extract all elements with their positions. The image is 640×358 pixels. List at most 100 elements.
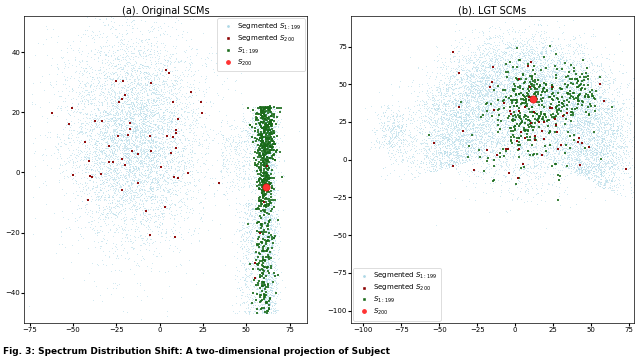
Point bbox=[510, 88, 520, 93]
Point bbox=[266, 167, 276, 173]
Point bbox=[88, 57, 99, 62]
Point bbox=[251, 125, 261, 131]
Point bbox=[593, 76, 603, 81]
Point bbox=[138, 163, 148, 169]
Point bbox=[83, 101, 93, 107]
Point bbox=[614, 167, 624, 173]
Point bbox=[137, 83, 147, 89]
Point bbox=[166, 138, 176, 144]
Point bbox=[520, 183, 530, 189]
Point bbox=[163, 163, 173, 169]
Point bbox=[483, 69, 493, 74]
Point bbox=[552, 140, 563, 145]
Point bbox=[553, 87, 563, 92]
Point bbox=[543, 93, 554, 98]
Point bbox=[500, 123, 510, 129]
Point bbox=[81, 164, 91, 170]
Point bbox=[458, 136, 468, 141]
Point bbox=[120, 152, 130, 158]
Point bbox=[266, 129, 276, 135]
Point bbox=[157, 148, 168, 154]
Point bbox=[140, 174, 150, 179]
Point bbox=[468, 145, 479, 150]
Point bbox=[268, 262, 278, 268]
Point bbox=[253, 148, 264, 154]
Point bbox=[254, 261, 264, 266]
Point bbox=[90, 46, 100, 52]
Point bbox=[237, 168, 248, 174]
Point bbox=[129, 91, 139, 97]
Point bbox=[262, 242, 272, 248]
Point bbox=[574, 92, 584, 98]
Point bbox=[253, 198, 264, 204]
Point bbox=[160, 120, 170, 126]
Point bbox=[555, 85, 565, 91]
Point bbox=[612, 123, 622, 129]
Point bbox=[577, 92, 588, 98]
Point bbox=[561, 150, 572, 156]
Point bbox=[431, 86, 442, 92]
Point bbox=[424, 164, 434, 170]
Point bbox=[442, 142, 452, 148]
Point bbox=[600, 69, 610, 74]
Point bbox=[257, 274, 267, 279]
Point bbox=[573, 106, 584, 112]
Point bbox=[470, 136, 481, 142]
Point bbox=[186, 94, 196, 100]
Point bbox=[618, 121, 628, 127]
Point bbox=[175, 88, 186, 93]
Point bbox=[106, 199, 116, 205]
Point bbox=[456, 110, 466, 116]
Point bbox=[546, 57, 556, 63]
Point bbox=[171, 95, 181, 100]
Point bbox=[264, 121, 275, 127]
Point bbox=[539, 92, 549, 97]
Point bbox=[476, 143, 486, 149]
Point bbox=[576, 119, 586, 125]
Point bbox=[257, 108, 268, 113]
Point bbox=[253, 248, 263, 253]
Point bbox=[257, 123, 267, 129]
Point bbox=[100, 135, 110, 141]
Point bbox=[130, 106, 140, 112]
Point bbox=[257, 135, 268, 141]
Point bbox=[271, 148, 282, 154]
Point bbox=[458, 67, 468, 72]
Point bbox=[76, 59, 86, 65]
Point bbox=[516, 71, 527, 77]
Point bbox=[461, 79, 472, 84]
Point bbox=[108, 127, 118, 133]
Point bbox=[265, 149, 275, 155]
Point bbox=[390, 123, 401, 129]
Point bbox=[143, 99, 154, 105]
Point bbox=[474, 96, 484, 101]
Point bbox=[527, 136, 538, 141]
Point bbox=[535, 122, 545, 127]
Point bbox=[251, 136, 261, 142]
Point bbox=[558, 30, 568, 35]
Point bbox=[554, 110, 564, 115]
Point bbox=[115, 147, 125, 153]
Point bbox=[495, 68, 505, 74]
Point bbox=[540, 46, 550, 52]
Point bbox=[479, 150, 490, 156]
Point bbox=[261, 161, 271, 167]
Point bbox=[524, 86, 534, 92]
Point bbox=[518, 93, 528, 99]
Point bbox=[447, 142, 457, 148]
Point bbox=[138, 82, 148, 88]
Point bbox=[225, 126, 236, 132]
Point bbox=[127, 203, 137, 209]
Point bbox=[163, 345, 173, 351]
Point bbox=[369, 125, 379, 131]
Point bbox=[530, 156, 540, 161]
Point bbox=[132, 152, 143, 158]
Point bbox=[115, 132, 125, 138]
Point bbox=[136, 237, 147, 243]
Point bbox=[252, 169, 262, 175]
Point bbox=[493, 129, 503, 134]
Point bbox=[252, 253, 262, 259]
Point bbox=[532, 52, 543, 57]
Point bbox=[157, 187, 168, 192]
Point bbox=[467, 141, 477, 146]
